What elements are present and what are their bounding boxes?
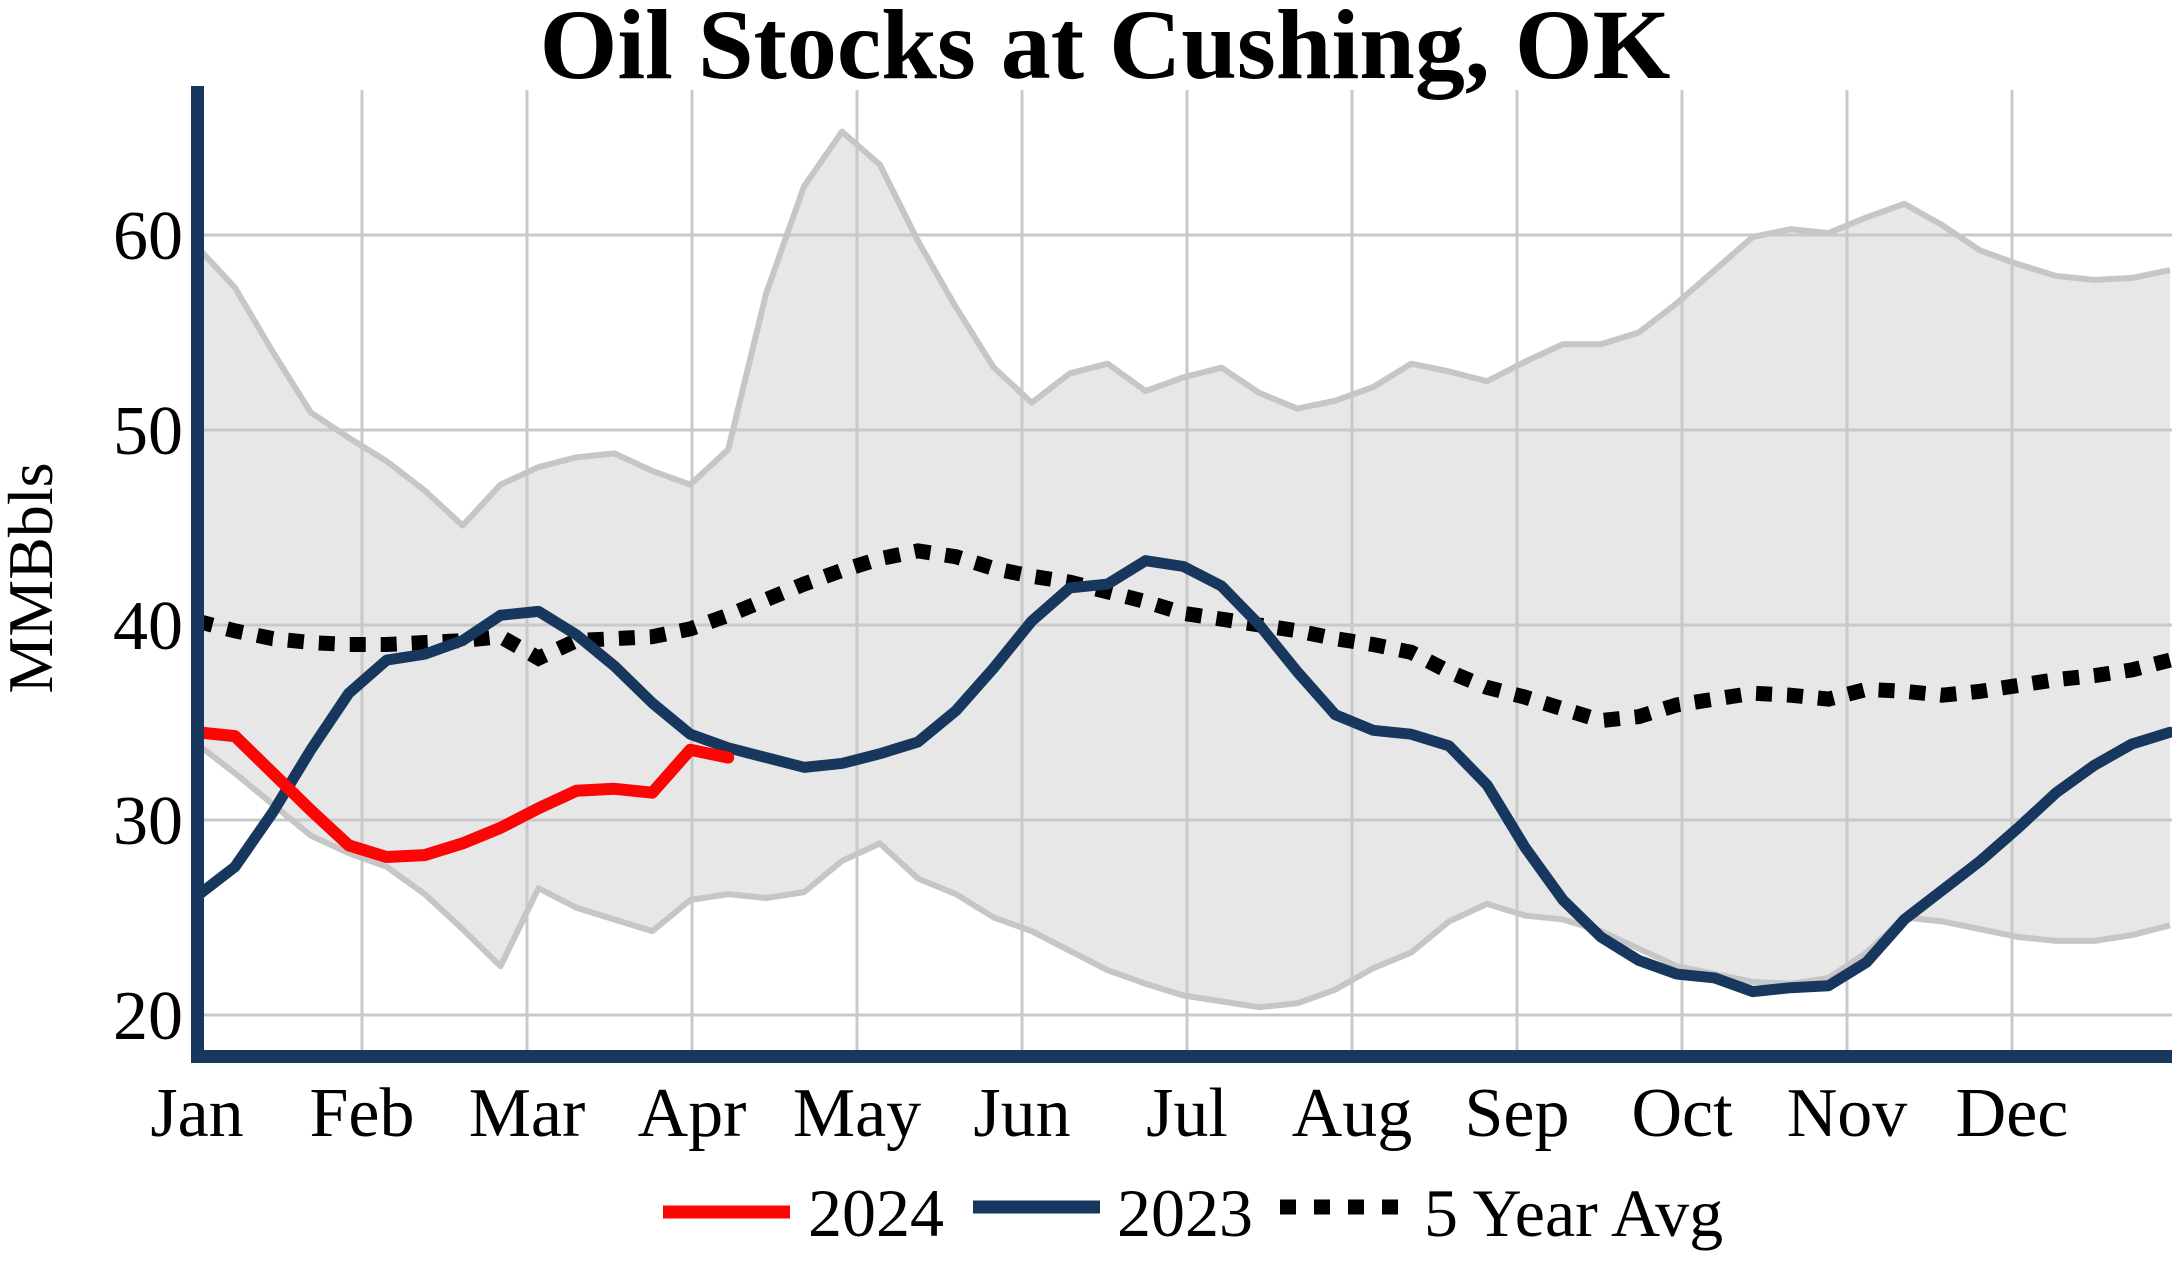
x-tick-label-sep: Sep [1465, 1075, 1570, 1152]
five-year-range-lower-edge [195, 741, 2171, 1011]
five-year-range-upper-edge [194, 128, 2171, 529]
chart-title: Oil Stocks at Cushing, OK [540, 0, 1671, 100]
chart-legend: 2024 2023 5 Year Avg [663, 1175, 1723, 1251]
legend-5yr-avg-label: 5 Year Avg [1424, 1175, 1723, 1251]
y-axis-tick-labels: 20 30 40 50 60 [113, 198, 183, 1055]
x-tick-label-feb: Feb [310, 1075, 415, 1152]
y-axis-label: MMBbls [0, 462, 66, 693]
legend-2024-label: 2024 [808, 1175, 944, 1251]
y-tick-label: 30 [113, 783, 183, 860]
series-2023-line [191, 555, 2172, 998]
x-tick-label-mar: Mar [469, 1075, 586, 1152]
x-tick-label-oct: Oct [1631, 1075, 1733, 1152]
y-tick-label: 40 [113, 588, 183, 665]
x-tick-label-apr: Apr [638, 1075, 747, 1152]
axis-spines [191, 86, 2172, 1063]
x-tick-label-dec: Dec [1956, 1075, 2069, 1152]
y-tick-label: 60 [113, 198, 183, 275]
five-year-range-band-edges [194, 128, 2171, 1011]
x-axis-spine [191, 1050, 2172, 1063]
y-tick-label: 50 [113, 393, 183, 470]
series-2024-line [191, 726, 735, 864]
data-series [191, 543, 2172, 998]
x-axis-month-labels: Jan Feb Mar Apr May Jun Jul Aug Sep Oct Nov Dec [150, 1075, 2068, 1152]
x-tick-label-aug: Aug [1292, 1075, 1413, 1152]
x-tick-label-jan: Jan [150, 1075, 243, 1152]
legend-2023-label: 2023 [1117, 1175, 1253, 1251]
y-tick-label: 20 [113, 978, 183, 1055]
x-tick-label-jul: Jul [1146, 1075, 1228, 1152]
x-tick-label-nov: Nov [1787, 1075, 1908, 1152]
x-tick-label-may: May [793, 1075, 921, 1152]
y-axis-spine [191, 86, 204, 1063]
x-tick-label-jun: Jun [973, 1075, 1070, 1152]
